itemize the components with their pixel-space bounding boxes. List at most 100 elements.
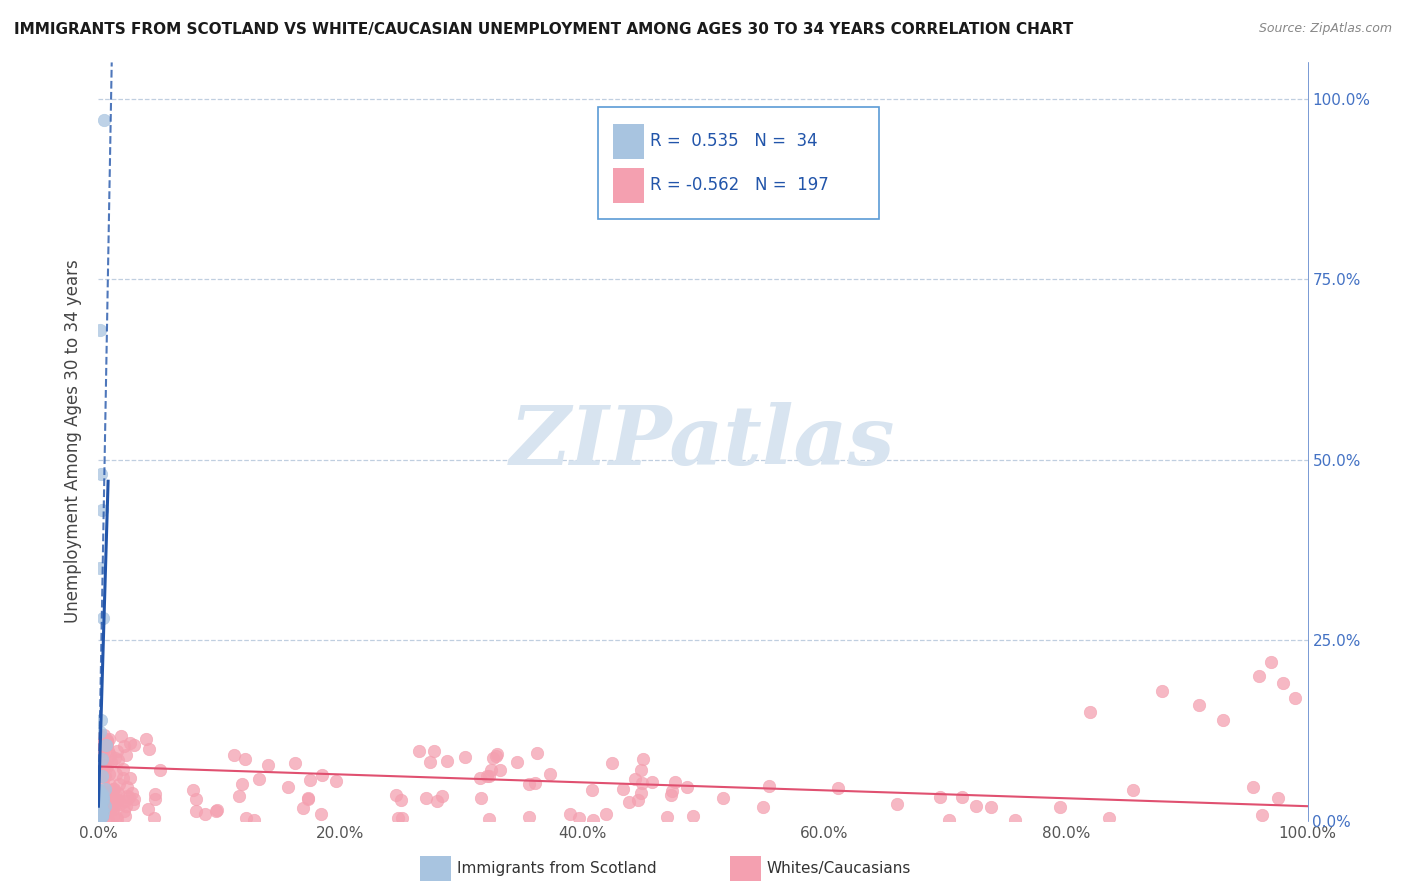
Point	[90, 467, 112, 481]
Point	[228, 789, 250, 803]
Point	[751, 799, 773, 814]
Point	[90, 790, 112, 805]
Point	[408, 744, 430, 758]
Point	[1078, 706, 1101, 720]
Point	[311, 767, 333, 781]
Point	[181, 782, 204, 797]
Point	[98, 778, 121, 792]
Point	[309, 806, 332, 821]
Point	[122, 792, 145, 806]
Point	[1249, 669, 1271, 683]
Point	[827, 780, 849, 795]
Point	[630, 776, 652, 790]
Point	[90, 810, 112, 824]
Point	[104, 750, 127, 764]
Point	[231, 777, 253, 791]
Point	[423, 744, 446, 758]
Point	[640, 774, 662, 789]
Point	[97, 813, 120, 827]
Point	[90, 801, 112, 815]
Y-axis label: Unemployment Among Ages 30 to 34 years: Unemployment Among Ages 30 to 34 years	[65, 260, 83, 624]
Point	[284, 756, 307, 770]
Point	[101, 798, 124, 813]
Point	[115, 789, 138, 803]
Point	[90, 714, 112, 728]
Point	[105, 812, 128, 826]
Text: ZIPatlas: ZIPatlas	[510, 401, 896, 482]
Point	[111, 771, 134, 785]
Point	[89, 769, 111, 783]
Point	[965, 799, 987, 814]
Point	[1260, 655, 1282, 669]
Point	[292, 801, 315, 815]
Point	[1284, 690, 1306, 705]
Point	[91, 503, 114, 517]
Text: R = -0.562   N =  197: R = -0.562 N = 197	[650, 177, 828, 194]
Point	[118, 789, 141, 804]
Point	[96, 738, 118, 752]
Point	[93, 801, 115, 815]
Point	[112, 804, 135, 818]
Point	[120, 771, 142, 785]
Point	[478, 812, 501, 826]
Point	[97, 743, 120, 757]
Point	[1188, 698, 1211, 712]
Point	[90, 789, 112, 804]
Point	[1152, 683, 1174, 698]
Point	[91, 803, 114, 817]
Point	[486, 747, 509, 761]
Point	[886, 797, 908, 811]
Point	[478, 769, 501, 783]
Point	[90, 808, 112, 822]
Point	[630, 786, 652, 800]
Point	[90, 793, 112, 807]
Point	[87, 769, 110, 783]
Point	[114, 809, 136, 823]
Point	[385, 788, 408, 802]
Point	[105, 744, 128, 758]
Point	[97, 767, 120, 781]
Point	[524, 776, 547, 790]
Point	[297, 791, 319, 805]
Point	[470, 790, 492, 805]
Point	[115, 748, 138, 763]
Point	[98, 731, 121, 746]
Point	[87, 783, 110, 797]
Text: Whites/Caucasians: Whites/Caucasians	[766, 862, 911, 876]
Point	[600, 756, 623, 771]
Point	[479, 763, 502, 777]
Point	[655, 810, 678, 824]
Point	[631, 752, 654, 766]
Point	[664, 775, 686, 789]
Point	[93, 770, 115, 784]
Point	[89, 743, 111, 757]
Point	[938, 813, 960, 827]
Point	[430, 789, 453, 804]
Point	[87, 811, 110, 825]
Point	[101, 799, 124, 814]
Point	[108, 797, 131, 812]
Point	[277, 780, 299, 794]
Point	[506, 755, 529, 769]
Point	[96, 735, 118, 749]
Point	[98, 747, 121, 762]
Point	[90, 741, 112, 756]
Point	[1212, 713, 1234, 727]
Point	[89, 323, 111, 337]
Point	[94, 769, 117, 783]
Point	[91, 789, 114, 804]
Point	[90, 769, 112, 783]
Point	[136, 802, 159, 816]
Point	[100, 789, 122, 804]
Point	[1122, 783, 1144, 797]
Point	[93, 728, 115, 742]
Point	[526, 746, 548, 760]
Point	[454, 750, 477, 764]
Point	[630, 764, 652, 778]
Point	[96, 735, 118, 749]
Point	[675, 780, 697, 794]
Point	[91, 807, 114, 822]
Point	[91, 805, 114, 819]
Point	[94, 782, 117, 797]
Point	[436, 754, 458, 768]
